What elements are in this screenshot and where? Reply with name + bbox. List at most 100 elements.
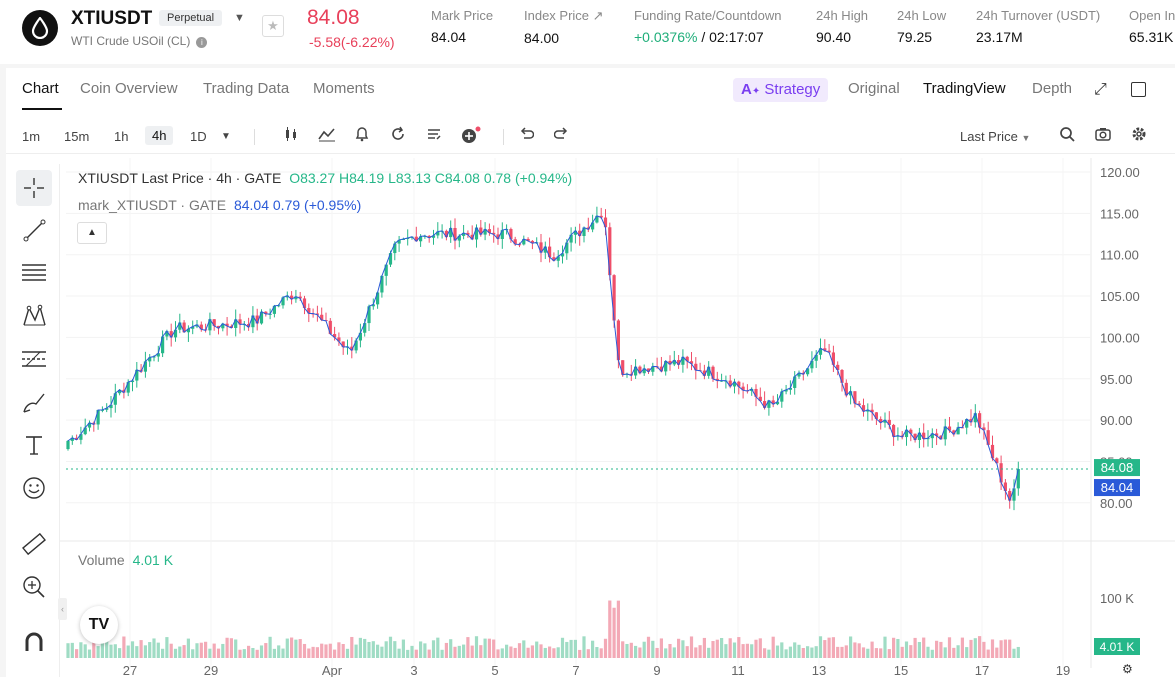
interval-1d[interactable]: 1D (190, 129, 207, 144)
volume-bar (591, 640, 595, 658)
volume-bar (277, 645, 281, 658)
tab-moments[interactable]: Moments (313, 80, 375, 97)
interval-4h[interactable]: 4h (145, 126, 174, 145)
emoji-icon[interactable] (16, 470, 52, 506)
x-tick-label: 29 (204, 663, 218, 677)
legend-close: C84.08 (434, 170, 480, 186)
candle-body (182, 322, 186, 333)
magnet-icon[interactable] (16, 624, 52, 660)
tab-chart[interactable]: Chart (22, 80, 59, 97)
stat-funding-rate: Funding Rate/Countdown +0.0376% / 02:17:… (634, 8, 781, 45)
tab-trading-data[interactable]: Trading Data (203, 80, 290, 97)
volume-bar (707, 647, 711, 658)
volume-bar (414, 649, 418, 658)
volume-bar (728, 638, 732, 658)
volume-bar (328, 643, 332, 658)
legend-symbol: XTIUSDT Last Price · 4h · GATE (78, 170, 282, 186)
symbol-name[interactable]: XTIUSDT (71, 8, 153, 29)
price-type-select[interactable]: Last Price ▼ (960, 129, 1030, 144)
candle-body (234, 319, 238, 328)
x-tick-label: 13 (812, 663, 826, 677)
volume-bar (586, 649, 590, 658)
stat-value: 79.25 (897, 29, 933, 45)
trend-line-icon[interactable] (16, 212, 52, 248)
tab-original[interactable]: Original (848, 80, 900, 97)
chart-toolbar: 1m 15m 1h 4h 1D ▼ Last Price ▼ (6, 120, 1175, 154)
volume-bar (612, 607, 616, 658)
symbol-dropdown-icon[interactable]: ▼ (234, 12, 245, 24)
volume-bar (100, 639, 104, 658)
replay-icon[interactable] (388, 126, 408, 146)
volume-bar (474, 636, 479, 658)
candle-body (646, 368, 651, 372)
candle-body (965, 419, 969, 428)
volume-bar (118, 648, 122, 658)
y-tick-label: 120.00 (1100, 165, 1140, 180)
candle-body (96, 409, 100, 425)
indicators-icon[interactable] (317, 126, 337, 146)
brush-icon[interactable] (16, 384, 52, 420)
add-indicator-icon[interactable] (460, 126, 481, 146)
collapse-legend-icon[interactable]: ▲ (77, 222, 107, 244)
maximize-icon[interactable] (1131, 82, 1146, 97)
candle-body (251, 315, 255, 328)
search-icon[interactable] (1057, 126, 1077, 146)
volume-bar (960, 637, 964, 658)
candle-body (904, 429, 909, 438)
candle-body (259, 311, 264, 324)
crosshair-icon[interactable] (16, 170, 52, 206)
candle-body (165, 331, 169, 337)
interval-1h[interactable]: 1h (114, 129, 129, 144)
price-type-label: Last Price (960, 129, 1018, 144)
candle-body (913, 433, 917, 440)
stat-label: Funding Rate/Countdown (634, 8, 782, 23)
ruler-icon[interactable] (16, 526, 52, 562)
volume-bar (745, 643, 749, 658)
stat-index-price[interactable]: Index Price ↗ 84.00 (524, 8, 604, 46)
volume-bar (406, 649, 410, 658)
volume-bar (879, 648, 883, 658)
volume-bar (1003, 639, 1007, 658)
volume-bar (350, 636, 354, 658)
templates-icon[interactable] (424, 126, 444, 146)
horizontal-lines-icon[interactable] (16, 255, 52, 291)
price-chart[interactable]: 120.00 115.00 110.00 105.00 100.00 95.00 90.00… (6, 68, 1175, 677)
interval-dropdown-icon[interactable]: ▼ (221, 131, 231, 142)
volume-bar (935, 640, 939, 658)
zoom-in-icon[interactable] (16, 569, 52, 605)
strategy-button[interactable]: A✦ Strategy (733, 78, 829, 102)
tab-coin-overview[interactable]: Coin Overview (80, 80, 178, 97)
camera-icon[interactable] (1093, 126, 1113, 146)
text-tool-icon[interactable] (16, 427, 52, 463)
tab-depth[interactable]: Depth (1032, 80, 1073, 97)
collapse-sidebar-icon[interactable]: ‹ (58, 598, 67, 620)
chart-settings-icon[interactable]: ⚙ (1122, 662, 1133, 676)
candle-body (1008, 490, 1012, 501)
droplet-logo-icon (22, 10, 58, 46)
interval-15m[interactable]: 15m (64, 129, 90, 144)
candle-body (930, 433, 934, 439)
x-tick-label: 17 (975, 663, 989, 677)
alert-bell-icon[interactable] (352, 126, 372, 146)
candle-body (500, 230, 504, 239)
volume-bar (694, 647, 698, 658)
candle-body (582, 227, 586, 237)
fibonacci-icon[interactable] (16, 341, 52, 377)
undo-icon[interactable] (516, 126, 536, 146)
redo-icon[interactable] (552, 126, 572, 146)
tab-tradingview[interactable]: TradingView (923, 80, 1006, 97)
volume-bar (965, 647, 969, 658)
expand-icon[interactable]: ⤢ (1094, 81, 1107, 98)
settings-gear-icon[interactable] (1129, 126, 1149, 146)
candle-body (591, 222, 595, 230)
candle-body (367, 306, 371, 324)
candles-icon[interactable] (281, 126, 301, 146)
favorite-star-icon[interactable]: ★ (262, 15, 284, 37)
volume-bar (599, 648, 603, 658)
info-icon[interactable]: i (196, 37, 208, 48)
volume-bar (896, 638, 900, 658)
pattern-icon[interactable] (16, 298, 52, 334)
candle-body (216, 325, 221, 329)
interval-1m[interactable]: 1m (22, 129, 41, 144)
tradingview-logo-icon[interactable]: TV (80, 606, 118, 644)
